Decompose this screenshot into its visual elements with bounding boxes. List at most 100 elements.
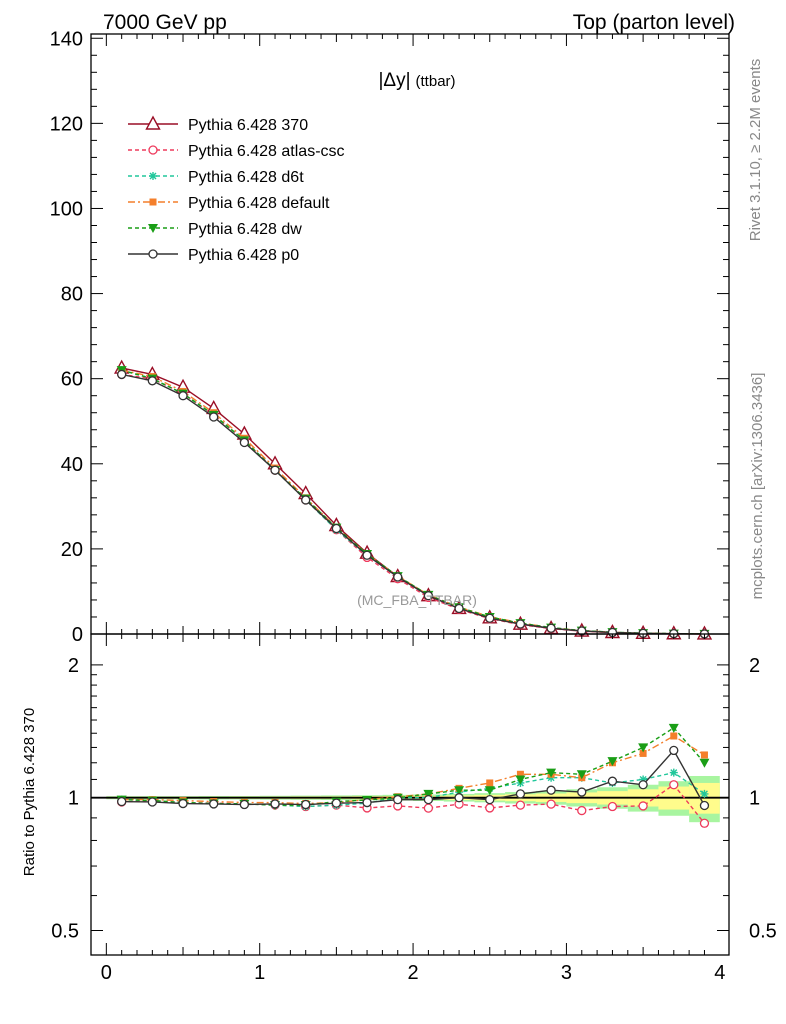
ratio-y-tick-label-right: 0.5: [749, 921, 777, 943]
legend-entry: Pythia 6.428 atlas-csc: [128, 143, 345, 160]
ratio-y-tick-label: 1: [68, 788, 79, 810]
legend-marker: [145, 115, 161, 130]
data-point: [239, 437, 250, 448]
ratio-data-point: [301, 799, 311, 810]
main-panel: 0 20 40 60 80 100 120 140: [50, 28, 730, 646]
ratio-data-point: [209, 799, 219, 809]
data-point: [362, 550, 372, 560]
legend-entry: Pythia 6.428 default: [128, 195, 330, 212]
ratio-data-point: [515, 775, 526, 785]
legend-label: Pythia 6.428 370: [188, 117, 308, 134]
y-tick-label: 80: [61, 284, 83, 306]
data-point: [423, 591, 434, 601]
ratio-y-tick-label: 0.5: [51, 921, 79, 943]
legend-marker: [149, 172, 157, 180]
data-point: [485, 613, 495, 623]
ratio-y-tick-label: 2: [68, 655, 79, 677]
series-line: [121, 369, 705, 635]
ratio-data-point: [485, 794, 495, 805]
x-tick-label: 2: [408, 962, 419, 984]
data-point: [147, 376, 157, 386]
ratio-data-point: [700, 789, 709, 798]
ratio-data-point: [147, 797, 157, 807]
ratio-data-point: [516, 770, 524, 778]
series-line: [121, 373, 705, 635]
data-point: [515, 619, 526, 629]
ratio-data-point: [607, 801, 618, 812]
data-point: [454, 603, 464, 614]
ratio-data-point: [515, 789, 526, 799]
ratio-data-point: [577, 805, 587, 816]
ratio-data-point: [699, 800, 710, 811]
ratio-y-tick-label-right: 2: [749, 655, 760, 677]
data-point: [301, 495, 311, 505]
ratio-data-point: [423, 794, 434, 805]
data-point: [117, 369, 127, 380]
mcplots-label: mcplots.cern.ch [arXiv:1306.3436]: [749, 373, 766, 600]
ratio-data-point: [668, 723, 679, 733]
data-point: [393, 572, 403, 582]
ratio-data-point: [423, 789, 434, 799]
ratio-data-point: [546, 799, 556, 809]
ratio-data-point: [484, 786, 495, 796]
ratio-data-point: [700, 751, 708, 759]
ratio-data-point: [515, 800, 526, 810]
y-tick-label: 100: [50, 198, 83, 220]
ratio-data-point: [638, 743, 649, 753]
ratio-data-point: [117, 796, 127, 807]
ratio-data-point: [669, 768, 678, 777]
legend-entry: Pythia 6.428 p0: [128, 247, 299, 264]
ratio-data-point: [362, 797, 372, 808]
ratio-data-point: [638, 801, 648, 811]
ratio-data-point: [485, 803, 495, 813]
ratio-data-point: [454, 793, 464, 803]
ratio-data-point: [239, 799, 250, 810]
ratio-series-line: [121, 735, 705, 805]
ratio-data-point: [454, 786, 465, 796]
x-tick-label: 4: [714, 962, 725, 984]
data-point: [270, 465, 280, 475]
y-tick-label: 60: [61, 369, 83, 391]
ratio-data-point: [546, 768, 557, 778]
ratio-data-point: [670, 732, 678, 740]
ratio-data-point: [576, 770, 587, 780]
data-point: [209, 412, 219, 422]
ratio-data-point: [393, 794, 403, 805]
chart-title-sub: (ttbar): [416, 73, 456, 90]
legend-entry: Pythia 6.428 370: [128, 115, 308, 134]
x-tick-label: 1: [254, 962, 265, 984]
legend-label: Pythia 6.428 default: [188, 195, 330, 212]
ratio-frame: [90, 633, 730, 956]
ratio-ylabel: Ratio to Pythia 6.428 370: [21, 708, 38, 876]
ratio-panel: 0.5 0.5 1 1 2 2 0 1 2 3 4: [51, 633, 777, 984]
ratio-data-point: [669, 780, 679, 790]
legend-marker: [149, 198, 157, 206]
legend: Pythia 6.428 370 Pythia 6.428 atlas-csc Py…: [128, 115, 345, 264]
legend-marker: [148, 224, 158, 233]
legend-entry: Pythia 6.428 d6t: [128, 169, 304, 186]
ratio-data-point: [331, 798, 342, 808]
legend-marker: [148, 249, 158, 259]
ratio-data-point: [607, 757, 618, 767]
analysis-watermark: (MC_FBA_TTBAR): [357, 592, 477, 608]
y-tick-label: 140: [50, 28, 83, 50]
y-tick-label: 120: [50, 113, 83, 135]
legend-label: Pythia 6.428 dw: [188, 221, 302, 238]
data-point: [546, 623, 556, 633]
ratio-data-point: [639, 749, 647, 757]
ratio-data-point: [639, 775, 648, 784]
legend-entry: Pythia 6.428 dw: [128, 221, 302, 238]
y-tick-label: 20: [61, 539, 83, 561]
rivet-version-label: Rivet 3.1.10, ≥ 2.2M events: [747, 59, 764, 242]
legend-marker: [148, 145, 158, 155]
header-left: 7000 GeV pp: [103, 11, 227, 34]
ratio-series-line: [121, 749, 706, 806]
ratio-data-point: [669, 745, 679, 756]
ratio-y-tick-label-right: 1: [749, 788, 760, 810]
ratio-data-point: [699, 758, 710, 768]
ratio-data-point: [423, 803, 434, 813]
main-frame: [90, 33, 730, 635]
y-tick-label: 0: [72, 624, 83, 646]
ratio-data-point: [270, 799, 280, 809]
